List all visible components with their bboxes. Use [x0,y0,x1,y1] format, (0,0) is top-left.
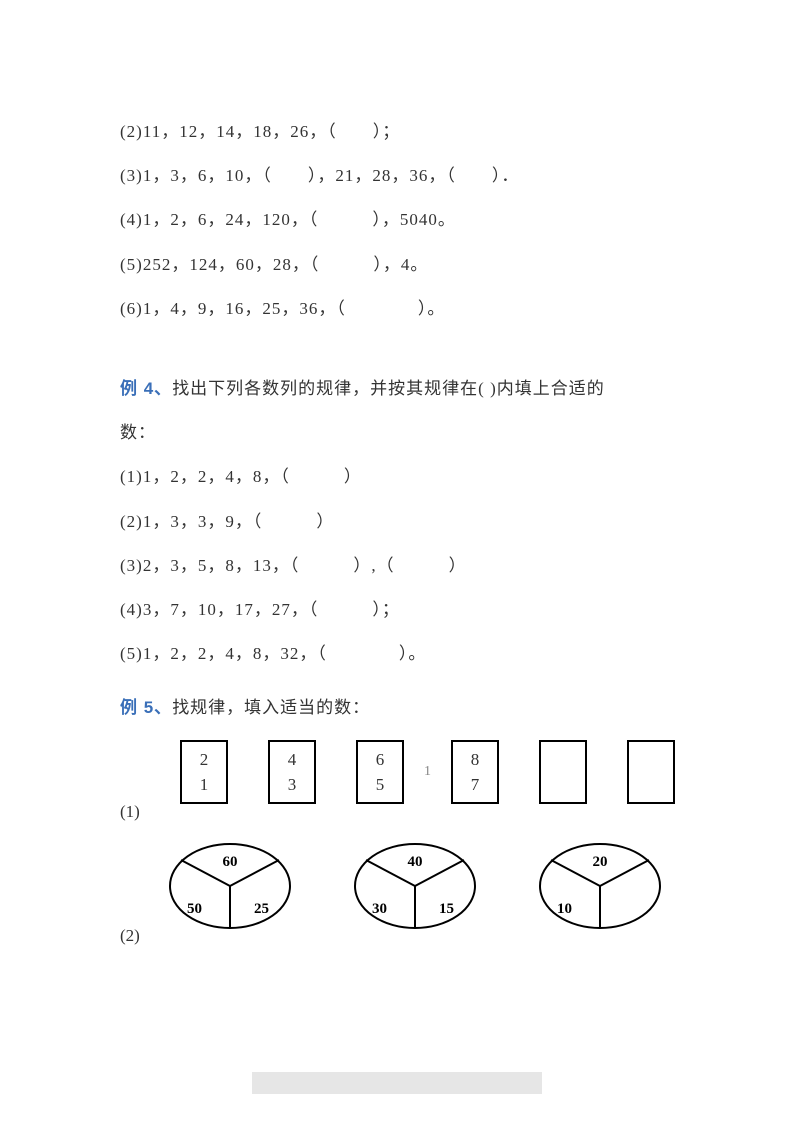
ex4-q4: (4)3，7，10，17，27，（ ）； [120,588,683,632]
box-5 [539,740,587,804]
seq-line-5: (5)252，124，60，28，（ ），4。 [120,243,683,287]
ex4-q1: (1)1，2，2，4，8，（ ） [120,455,683,499]
circle-1-br: 25 [254,901,269,918]
ex5-sub1-label: (1) [120,802,683,822]
seq-line-3: (3)1，3，6，10，（ ），21，28，36，（ ）． [120,154,683,198]
ex5-boxes-figure: 2 1 4 3 6 5 1 8 7 [120,740,683,804]
box-1: 2 1 [180,740,228,804]
circle-1-top: 60 [223,854,238,871]
ex4-q5: (5)1，2，2，4，8，32，（ ）。 [120,632,683,676]
box-4: 8 7 [451,740,499,804]
seq-line-2: (2)11，12，14，18，26，（ ）； [120,110,683,154]
example-4-label: 例 4、 [120,379,172,398]
example-5-label: 例 5、 [120,698,172,717]
circle-3-top: 20 [593,854,608,871]
circle-1: 60 50 25 [165,840,295,932]
box-1-top: 2 [200,747,209,773]
example-4-title-b: 数： [120,411,683,455]
circle-3-bl: 10 [557,901,572,918]
example-5-heading: 例 5、找规律，填入适当的数： [120,686,683,730]
box-4-bot: 7 [471,772,480,798]
box-2-bot: 3 [288,772,297,798]
footer-bar [252,1072,542,1094]
box-3-top: 6 [376,747,385,773]
circle-1-bl: 50 [187,901,202,918]
seq-line-6: (6)1，4，9，16，25，36，（ ）。 [120,287,683,331]
circle-2-bl: 30 [372,901,387,918]
box-2: 4 3 [268,740,316,804]
box-6 [627,740,675,804]
box-2-top: 4 [288,747,297,773]
box-3-bot: 5 [376,772,385,798]
circle-2-br: 15 [439,901,454,918]
seq-line-4: (4)1，2，6，24，120，（ ），5040。 [120,198,683,242]
box-separator: 1 [424,764,431,780]
box-3: 6 5 [356,740,404,804]
example-4-title-a: 找出下列各数列的规律，并按其规律在( )内填上合适的 [172,379,605,398]
circle-2-top: 40 [408,854,423,871]
ex5-circles-figure: 60 50 25 40 30 15 20 10 [120,840,683,932]
circle-3: 20 10 [535,840,665,932]
example-5-title: 找规律，填入适当的数： [172,698,370,717]
example-4-heading: 例 4、找出下列各数列的规律，并按其规律在( )内填上合适的 [120,367,683,411]
ex4-q2: (2)1，3，3，9，（ ） [120,500,683,544]
box-4-top: 8 [471,747,480,773]
circle-2: 40 30 15 [350,840,480,932]
box-1-bot: 1 [200,772,209,798]
ex4-q3: (3)2，3，5，8，13，（ ）,（ ） [120,544,683,588]
